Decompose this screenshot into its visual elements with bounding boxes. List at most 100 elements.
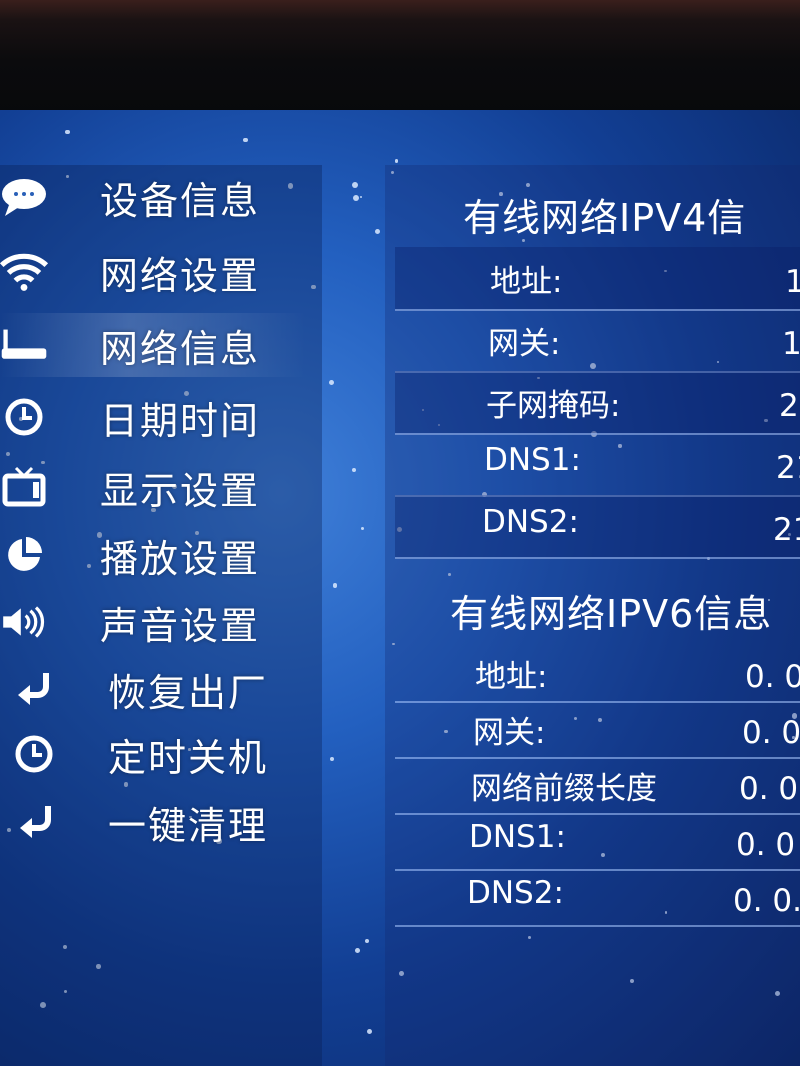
sidebar-item-label: 一键清理	[108, 803, 269, 848]
star	[443, 729, 448, 734]
ipv6-row: DNS1: 0. 0	[395, 813, 800, 871]
star	[352, 181, 359, 188]
tv-screen: 设备信息 网络设置 网络信息 日期时间 显示设置	[0, 110, 800, 1066]
star	[764, 418, 768, 423]
return-arrow-icon	[12, 802, 60, 842]
sidebar-item-factory-reset[interactable]: 恢复出厂	[0, 657, 322, 721]
tv-bezel	[0, 0, 800, 118]
star	[390, 170, 395, 175]
star	[717, 361, 720, 364]
star	[365, 938, 370, 944]
star	[791, 713, 798, 719]
clock-icon	[10, 734, 58, 774]
row-label: DNS2:	[467, 875, 564, 911]
star	[537, 376, 541, 380]
star	[522, 239, 526, 243]
ipv4-row: 地址: 1	[395, 247, 800, 311]
star	[448, 572, 452, 576]
star	[664, 911, 668, 914]
ipv4-row: DNS2: 21	[395, 495, 800, 559]
sidebar-item-device-info[interactable]: 设备信息	[0, 165, 322, 229]
star	[123, 781, 129, 787]
star	[422, 409, 425, 412]
star	[328, 380, 334, 386]
star	[151, 508, 156, 513]
star	[96, 964, 101, 969]
sidebar-item-label: 播放设置	[100, 536, 261, 581]
ipv6-row: 网络前缀长度 0. 0	[395, 757, 800, 815]
star	[65, 129, 70, 135]
row-value: 0. 0	[742, 715, 800, 751]
star	[66, 174, 70, 178]
star	[63, 989, 67, 993]
star	[96, 532, 103, 538]
speaker-icon	[0, 602, 48, 642]
star	[499, 192, 503, 196]
sidebar-item-label: 定时关机	[108, 735, 269, 780]
row-value: 0. 0	[736, 827, 796, 863]
star	[5, 451, 10, 457]
sidebar-item-network-info[interactable]: 网络信息	[0, 313, 322, 377]
clock-icon	[0, 397, 48, 437]
sidebar-item-label: 设备信息	[100, 178, 261, 223]
row-label: DNS1:	[469, 819, 566, 855]
star	[525, 182, 530, 187]
sidebar-item-network-settings[interactable]: 网络设置	[0, 240, 322, 304]
sidebar-item-label: 显示设置	[100, 468, 261, 513]
sidebar-item-timed-shutdown[interactable]: 定时关机	[0, 722, 322, 786]
row-label: DNS1:	[484, 442, 581, 478]
row-label: 子网掩码:	[486, 388, 621, 424]
star	[41, 460, 46, 465]
row-value: 0. 0.	[733, 883, 800, 919]
star	[172, 483, 177, 489]
pie-chart-icon	[0, 535, 48, 575]
sidebar-item-display-settings[interactable]: 显示设置	[0, 455, 322, 519]
row-value: 1	[785, 264, 800, 300]
star	[189, 815, 192, 819]
star	[351, 468, 356, 473]
star	[62, 944, 68, 950]
star	[360, 527, 364, 531]
star	[329, 756, 335, 762]
row-label: 地址:	[490, 264, 563, 300]
star	[724, 611, 729, 616]
star	[352, 194, 359, 201]
sidebar-item-label: 网络设置	[100, 253, 261, 298]
row-label: DNS2:	[482, 504, 579, 540]
sidebar-item-playback-settings[interactable]: 播放设置	[0, 523, 322, 587]
star	[311, 284, 316, 290]
row-value: 21	[773, 512, 800, 548]
sidebar-item-sound-settings[interactable]: 声音设置	[0, 590, 322, 654]
ipv6-row: 地址: 0. 0	[395, 645, 800, 703]
sidebar-item-one-click-clean[interactable]: 一键清理	[0, 790, 322, 854]
ipv6-row: 网关: 0. 0	[395, 701, 800, 759]
ipv4-row: 网关: 19	[395, 309, 800, 373]
star	[528, 936, 532, 939]
sidebar-item-date-time[interactable]: 日期时间	[0, 385, 322, 449]
row-value: 25	[779, 388, 800, 424]
settings-sidebar: 设备信息 网络设置 网络信息 日期时间 显示设置	[0, 165, 322, 1066]
row-value: 21	[776, 450, 800, 486]
star	[360, 195, 363, 198]
star	[792, 735, 795, 739]
star	[767, 598, 770, 601]
star	[392, 642, 395, 646]
ipv6-section-title: 有线网络IPV6信息	[450, 592, 773, 636]
star	[589, 363, 596, 370]
star	[541, 270, 545, 273]
router-icon	[0, 325, 48, 365]
star	[6, 828, 11, 833]
star	[437, 423, 441, 427]
star	[188, 748, 191, 751]
ipv4-section-title: 有线网络IPV4信	[463, 196, 747, 240]
row-value: 0. 0	[739, 771, 799, 807]
chat-bubble-icon	[0, 177, 48, 217]
star	[600, 853, 605, 858]
return-arrow-icon	[10, 669, 58, 709]
star	[366, 1028, 373, 1035]
star	[287, 183, 294, 189]
sidebar-item-label: 网络信息	[100, 326, 261, 371]
star	[332, 582, 338, 588]
row-value: 19	[782, 326, 800, 362]
sidebar-item-label: 日期时间	[100, 398, 261, 443]
